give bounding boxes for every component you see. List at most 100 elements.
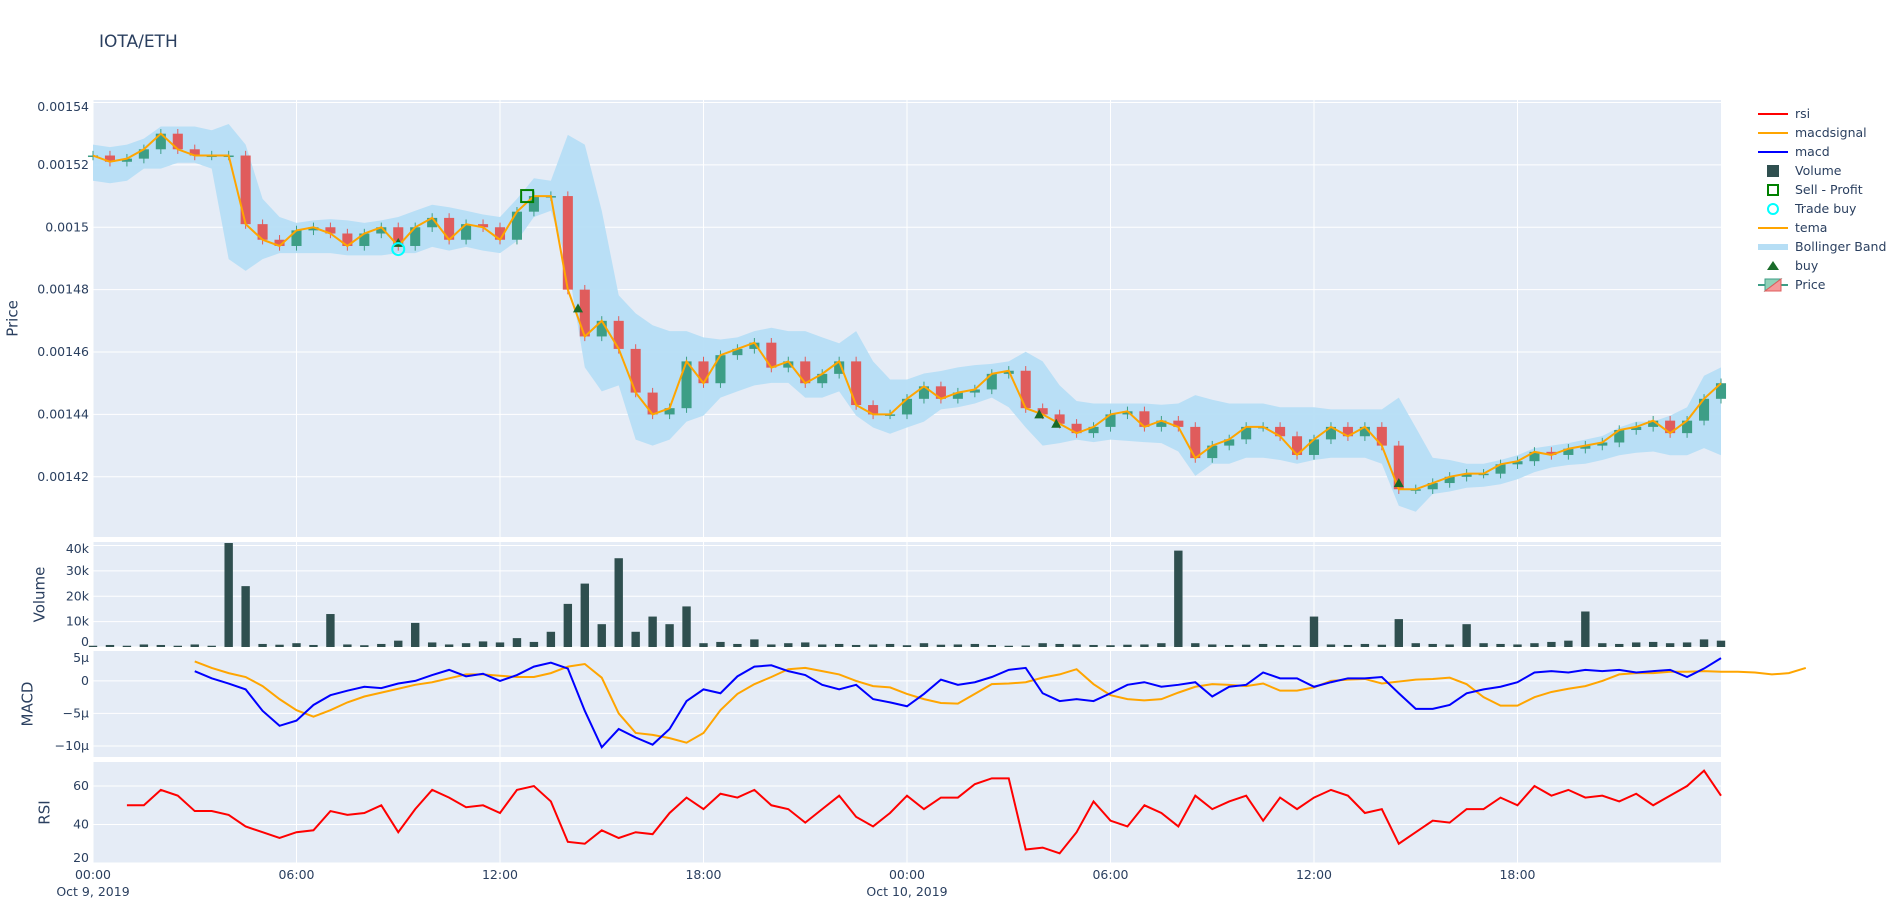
- candle: [325, 227, 336, 234]
- legend-label: tema: [1795, 220, 1827, 235]
- candle: [1529, 451, 1540, 462]
- price-y-tick-label: 0.0015: [45, 219, 89, 234]
- x-tick-label: 18:00: [1499, 867, 1535, 882]
- volume-bar: [326, 614, 335, 647]
- candle: [121, 158, 132, 162]
- volume-bar: [105, 644, 115, 647]
- volume-bar: [377, 643, 386, 647]
- candle: [1614, 430, 1625, 443]
- legend-item-bollinger-band[interactable]: Bollinger Band: [1758, 239, 1886, 254]
- candle: [749, 342, 760, 349]
- macd-y-tick-label: 5µ: [73, 650, 89, 665]
- candle: [1139, 411, 1150, 427]
- x-tick-date: Oct 10, 2019: [866, 884, 947, 899]
- candle: [681, 361, 692, 409]
- candle: [952, 392, 963, 399]
- volume-bar: [275, 644, 284, 647]
- volume-bar: [784, 643, 793, 647]
- candle: [1665, 420, 1676, 434]
- x-tick-label: 06:00: [1092, 867, 1128, 882]
- volume-bar: [801, 642, 810, 647]
- volume-bar: [1615, 643, 1624, 647]
- volume-bar: [394, 640, 403, 647]
- volume-y-tick-label: 0: [81, 634, 89, 649]
- volume-bar: [190, 644, 199, 647]
- candle: [1088, 426, 1099, 434]
- candle: [1682, 420, 1693, 434]
- legend-item-macd[interactable]: macd: [1758, 144, 1830, 159]
- candle: [766, 342, 777, 368]
- volume-bar: [631, 631, 640, 647]
- legend-item-macdsignal[interactable]: macdsignal: [1758, 125, 1867, 140]
- x-tick-label: 18:00: [685, 867, 721, 882]
- volume-y-tick-label: 30k: [66, 563, 90, 578]
- candle: [376, 227, 387, 234]
- volume-bar: [1225, 644, 1234, 647]
- x-tick-label: 06:00: [278, 867, 314, 882]
- legend-item-price[interactable]: Price: [1758, 277, 1826, 292]
- price-y-tick-label: 0.00154: [37, 99, 89, 114]
- candle: [189, 149, 200, 156]
- candle: [1563, 448, 1574, 455]
- volume-bar: [224, 543, 233, 647]
- volume-bar: [885, 643, 895, 647]
- candle: [1495, 464, 1506, 474]
- legend-item-volume[interactable]: Volume: [1767, 163, 1842, 178]
- legend-item-buy[interactable]: buy: [1767, 258, 1819, 273]
- candle: [1308, 439, 1320, 455]
- candle: [1292, 436, 1303, 455]
- candle: [1241, 426, 1252, 440]
- legend-item-sell-profit[interactable]: Sell - Profit: [1767, 182, 1863, 197]
- candle: [1224, 439, 1235, 446]
- volume-bar: [427, 642, 437, 647]
- candle: [1393, 445, 1404, 490]
- volume-bar: [343, 644, 352, 647]
- volume-bar: [1479, 643, 1488, 647]
- candle: [986, 373, 997, 390]
- volume-y-tick-label: 10k: [66, 614, 90, 629]
- macd-axis-title: MACD: [19, 682, 37, 727]
- volume-bar: [1275, 644, 1285, 647]
- legend-item-trade-buy[interactable]: Trade buy: [1767, 201, 1857, 216]
- rsi-y-tick-label: 60: [73, 778, 89, 793]
- candle: [359, 233, 370, 246]
- legend-circle-icon: [1767, 203, 1779, 215]
- candle: [1699, 398, 1710, 421]
- volume-bar: [987, 644, 996, 647]
- volume-bar: [733, 643, 742, 647]
- macd-y-tick-label: −10µ: [55, 738, 89, 753]
- volume-bar: [461, 643, 471, 647]
- candle: [274, 239, 285, 246]
- candle: [918, 386, 929, 399]
- volume-bar: [868, 644, 878, 647]
- buy-marker: [1034, 409, 1045, 419]
- legend-item-tema[interactable]: tema: [1758, 220, 1827, 235]
- sell-profit-marker: [520, 189, 535, 204]
- volume-bar: [1496, 643, 1505, 647]
- volume-bar: [1055, 643, 1064, 647]
- volume-bar: [1191, 643, 1200, 647]
- candle: [579, 289, 590, 337]
- volume-bar: [495, 642, 505, 647]
- bollinger-band: [93, 124, 1721, 512]
- volume-bar: [1157, 643, 1166, 647]
- candle: [528, 196, 539, 212]
- volume-bar: [1682, 642, 1692, 647]
- legend-item-rsi[interactable]: rsi: [1758, 106, 1810, 121]
- candle: [664, 408, 675, 415]
- volume-bar: [902, 645, 912, 647]
- volume-bar: [1208, 644, 1217, 647]
- candle: [868, 405, 879, 415]
- candle: [308, 227, 319, 231]
- volume-bar: [360, 645, 369, 647]
- legend-label: Trade buy: [1794, 201, 1857, 216]
- candle: [1376, 426, 1387, 446]
- candle: [783, 361, 794, 368]
- candle: [647, 392, 658, 415]
- legend-label: rsi: [1795, 106, 1810, 121]
- candle: [240, 155, 251, 225]
- candle: [1122, 411, 1133, 415]
- rsi-axis-title: RSI: [36, 800, 54, 824]
- volume-bar: [1665, 643, 1675, 647]
- rsi-y-tick-label: 40: [73, 817, 89, 832]
